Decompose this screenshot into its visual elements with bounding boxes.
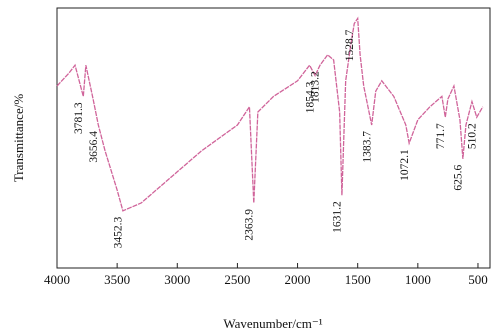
x-tick-label: 3500 [104, 272, 130, 287]
x-axis-label: Wavenumber/cm⁻¹ [223, 316, 322, 331]
peak-label: 3781.3 [73, 102, 85, 134]
x-tick-label: 4000 [44, 272, 70, 287]
x-tick-label: 1500 [345, 272, 371, 287]
x-tick-label: 2500 [224, 272, 250, 287]
peak-label: 1072.1 [399, 149, 411, 181]
x-tick-label: 500 [468, 272, 488, 287]
peak-label: 3452.3 [113, 217, 125, 249]
peak-label: 510.2 [466, 123, 478, 149]
peak-label: 771.7 [435, 123, 447, 149]
peak-label: 1528.7 [344, 29, 356, 61]
x-tick-label: 3000 [164, 272, 190, 287]
plot-frame [56, 7, 491, 269]
spectrum-line [56, 16, 484, 212]
peak-label: 1813.2 [310, 71, 322, 103]
peak-label: 3656.4 [88, 131, 100, 163]
peak-label: 1383.7 [361, 131, 373, 163]
y-axis-label: Transmittance/% [11, 94, 26, 183]
x-tick-label: 2000 [285, 272, 311, 287]
x-tick-label: 1000 [405, 272, 431, 287]
peak-label: 2363.9 [243, 209, 255, 241]
peak-label: 1854.3 [305, 81, 317, 113]
peak-label: 625.6 [453, 165, 465, 191]
peak-label: 1631.2 [332, 201, 344, 233]
